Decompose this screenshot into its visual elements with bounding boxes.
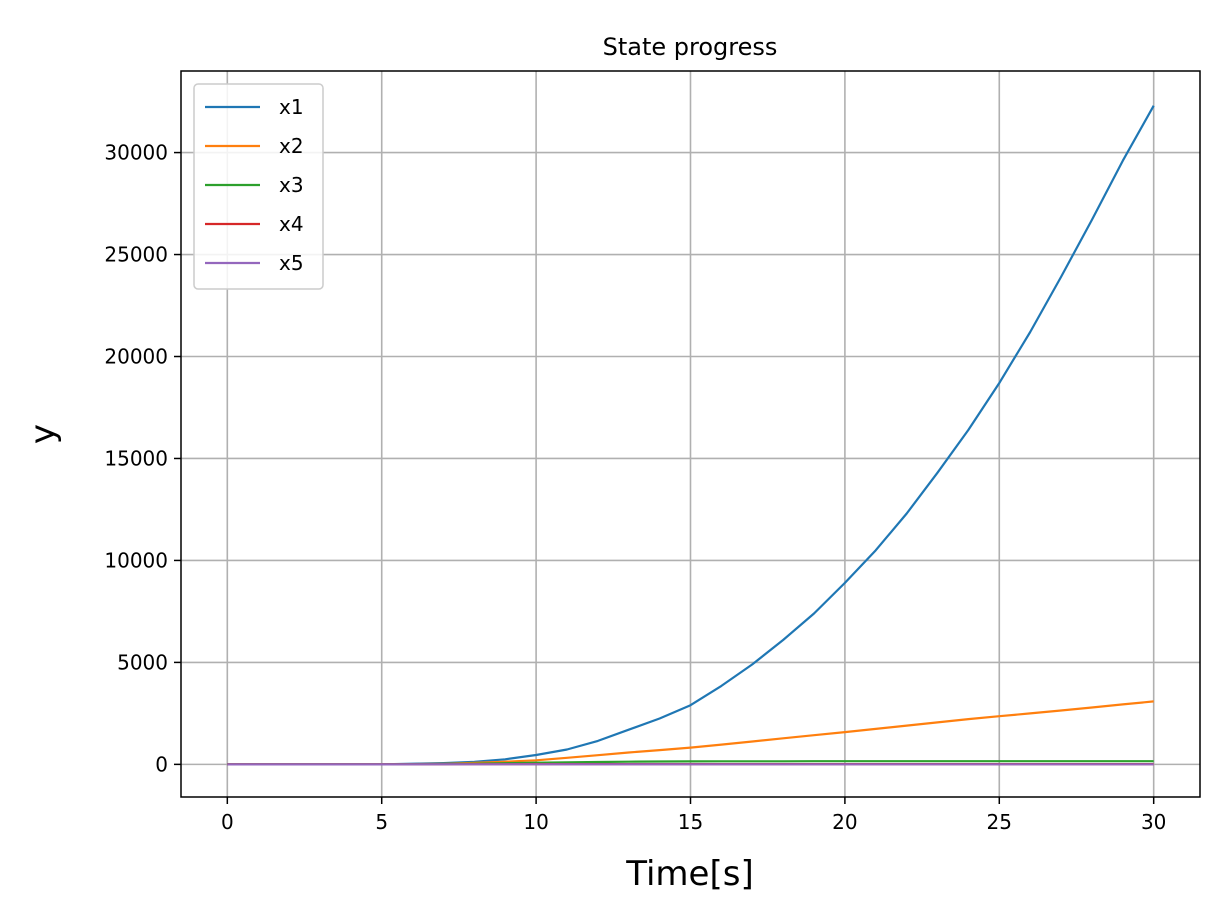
x-tick-label: 0 [221,810,234,834]
legend-label-x5: x5 [279,251,304,275]
series-line-x2 [227,700,1154,766]
x-axis-label: Time[s] [625,854,753,894]
legend: x1 x2 x3 x4 x5 [193,83,324,290]
y-tick-label: 5000 [117,650,168,674]
x-tick-label: 20 [832,810,857,834]
legend-box [193,83,324,290]
series-line-x1 [227,105,1155,766]
chart-title: State progress [603,33,778,61]
x-tick-label: 30 [1141,810,1166,834]
legend-label-x1: x1 [279,95,304,119]
grid [181,71,1200,797]
x-tick-label: 5 [375,810,388,834]
y-tick-label: 10000 [104,548,168,572]
x-tick-label: 15 [678,810,703,834]
series-lines [227,105,1155,766]
x-tick-label: 10 [523,810,548,834]
legend-label-x4: x4 [279,212,304,236]
y-tick-label: 15000 [104,446,168,470]
x-axis-ticks: 0 5 10 15 20 25 30 [221,797,1166,834]
legend-label-x2: x2 [279,134,304,158]
y-tick-label: 0 [155,752,168,776]
x-tick-label: 25 [987,810,1012,834]
y-tick-label: 20000 [104,345,168,369]
y-tick-label: 30000 [104,141,168,165]
y-tick-label: 25000 [104,243,168,267]
y-axis-label: y [23,424,63,444]
y-axis-ticks: 0 5000 10000 15000 20000 25000 30000 [104,141,181,776]
legend-label-x3: x3 [279,173,304,197]
